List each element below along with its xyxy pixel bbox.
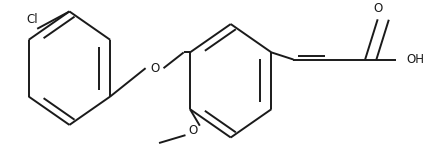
Text: OH: OH (407, 53, 425, 66)
Text: O: O (373, 2, 382, 15)
Text: Cl: Cl (26, 13, 38, 26)
Text: O: O (150, 62, 159, 75)
Text: O: O (188, 124, 197, 137)
